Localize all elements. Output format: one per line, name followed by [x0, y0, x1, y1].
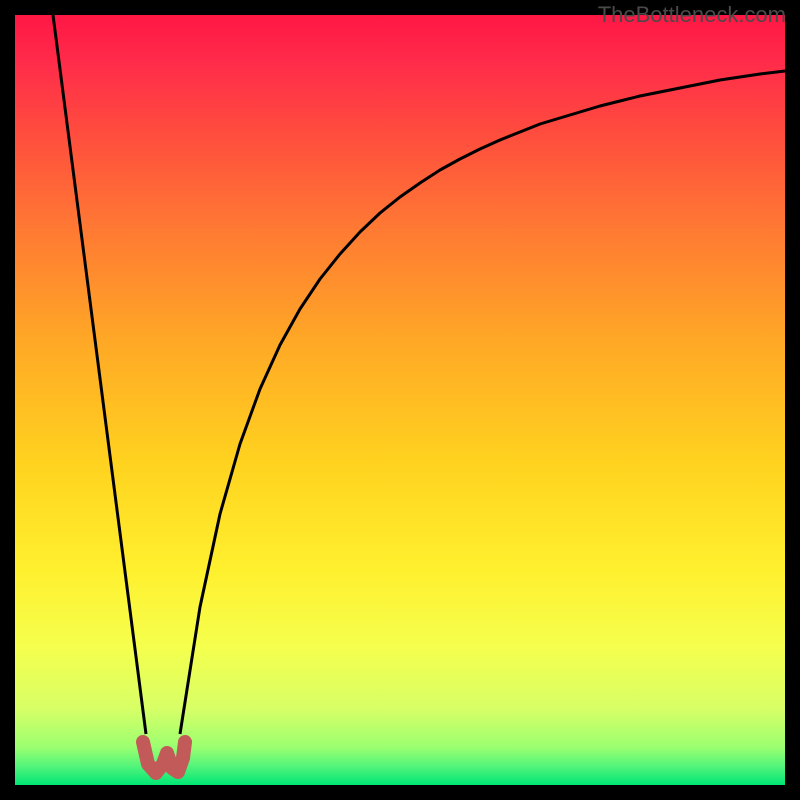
watermark-label: TheBottleneck.com	[598, 2, 786, 28]
plot-frame	[15, 15, 785, 785]
